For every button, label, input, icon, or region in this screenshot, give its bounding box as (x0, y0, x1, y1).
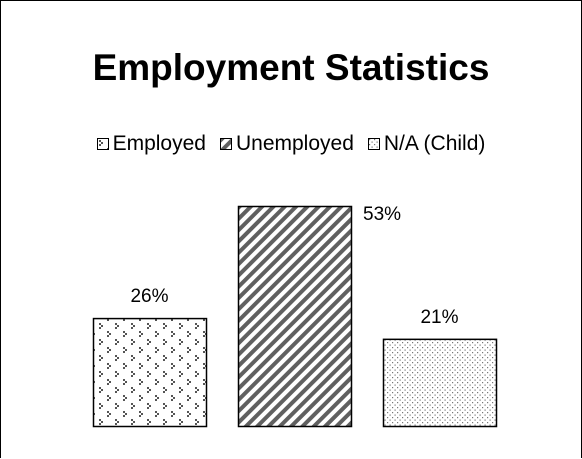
legend-swatch-employed (96, 137, 109, 150)
data-label-unemployed: 53% (363, 204, 401, 225)
legend-item-unemployed: Unemployed (219, 132, 354, 155)
bar-employed (92, 317, 208, 428)
legend-label-unemployed: Unemployed (235, 132, 354, 155)
data-label-na-child: 21% (420, 307, 458, 328)
legend-item-na-child: N/A (Child) (367, 132, 486, 155)
chart-legend: Employed Unemployed N/A (Child) (1, 133, 581, 154)
data-label-employed: 26% (130, 286, 168, 307)
legend-swatch-na-child (367, 137, 380, 150)
legend-swatch-unemployed (219, 137, 232, 150)
legend-label-employed: Employed (112, 132, 206, 155)
bar-unemployed (237, 205, 353, 428)
legend-item-employed: Employed (96, 132, 206, 155)
legend-label-na-child: N/A (Child) (383, 132, 486, 155)
chart-title: Employment Statistics (92, 47, 490, 88)
bars-group: 26% 53% 21% (92, 204, 498, 428)
bar-na-child (382, 338, 498, 428)
